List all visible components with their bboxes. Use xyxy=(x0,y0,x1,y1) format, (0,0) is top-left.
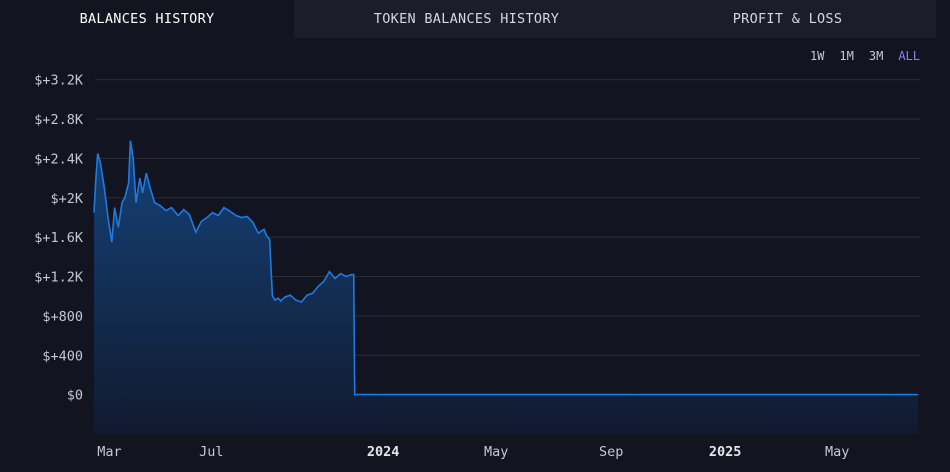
x-tick-label: Mar xyxy=(97,444,121,460)
x-tick-label: May xyxy=(825,444,849,460)
x-tick-label: Jul xyxy=(199,444,223,460)
range-3m-button[interactable]: 3M xyxy=(868,49,884,63)
x-tick-label: Sep xyxy=(599,444,623,460)
x-tick-label: 2024 xyxy=(367,444,400,460)
balance-line xyxy=(93,140,918,396)
y-axis: $0 $+400 $+800 $+1.2K $+1.6K $+2K $+2.4K $+2.8K… xyxy=(34,73,84,404)
range-1w-button[interactable]: 1W xyxy=(809,49,825,63)
range-selector: 1W 1M 3M ALL xyxy=(810,49,920,63)
y-tick-label: $+1.2K xyxy=(34,270,84,286)
range-1m-button[interactable]: 1M xyxy=(839,49,854,63)
tab-bar: BALANCES HISTORY TOKEN BALANCES HISTORY … xyxy=(0,0,936,38)
range-all-button[interactable]: ALL xyxy=(898,49,920,63)
y-tick-label: $+3.2K xyxy=(34,73,84,89)
tab-profit-loss[interactable]: PROFIT & LOSS xyxy=(732,11,843,27)
y-tick-label: $+1.6K xyxy=(34,230,84,246)
y-tick-label: $+2K xyxy=(50,191,83,207)
x-axis: Mar Jul 2024 May Sep 2025 May xyxy=(97,444,849,460)
tab-token-balances-history[interactable]: TOKEN BALANCES HISTORY xyxy=(373,11,560,27)
tab-balances-history[interactable]: BALANCES HISTORY xyxy=(0,0,294,38)
x-tick-label: May xyxy=(484,444,508,460)
y-tick-label: $+800 xyxy=(42,309,83,325)
y-tick-label: $+400 xyxy=(42,348,83,364)
y-tick-label: $+2.4K xyxy=(34,151,84,167)
x-tick-label: 2025 xyxy=(709,444,742,460)
y-tick-label: $+2.8K xyxy=(34,112,84,128)
balance-area xyxy=(94,140,918,434)
y-tick-label: $0 xyxy=(67,388,83,404)
